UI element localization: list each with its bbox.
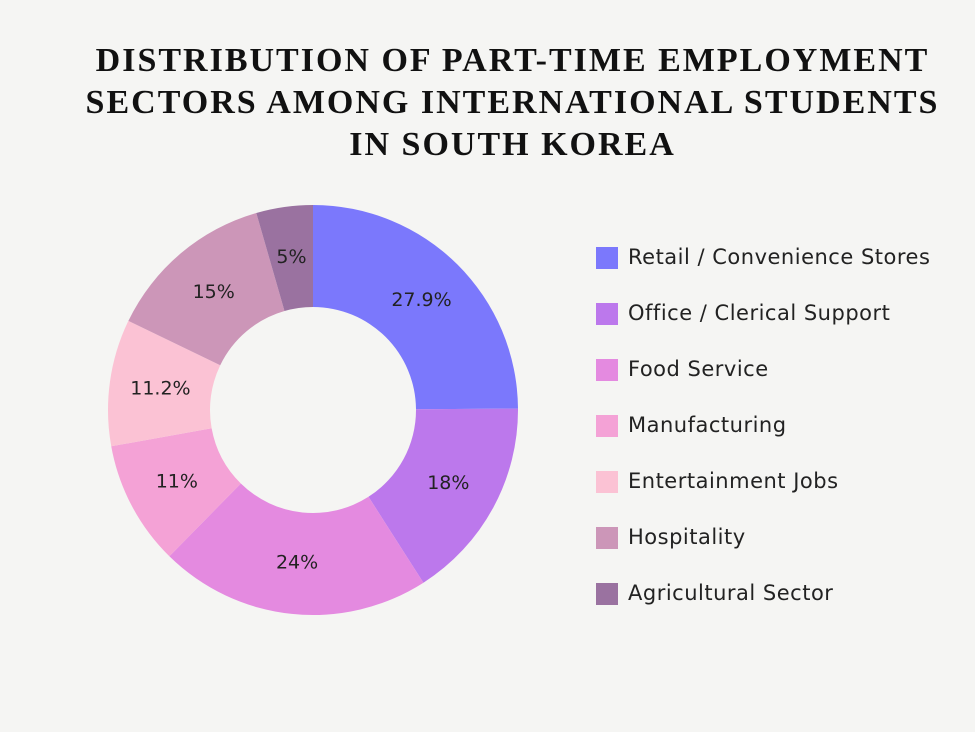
legend-swatch — [596, 303, 618, 325]
legend-label: Agricultural Sector — [628, 581, 833, 605]
value-label: 5% — [276, 246, 306, 268]
legend-swatch — [596, 247, 618, 269]
legend-label: Entertainment Jobs — [628, 469, 839, 493]
legend-swatch — [596, 527, 618, 549]
legend-swatch — [596, 359, 618, 381]
value-label: 11.2% — [130, 378, 190, 400]
legend-label: Retail / Convenience Stores — [628, 245, 930, 269]
legend-label: Manufacturing — [628, 413, 787, 437]
chart-title: DISTRIBUTION OF PART-TIME EMPLOYMENT SEC… — [85, 42, 940, 163]
donut-slice — [111, 428, 241, 557]
donut-slice — [128, 212, 285, 366]
value-label: 15% — [193, 281, 235, 303]
donut-slice — [368, 408, 519, 583]
donut-slice — [107, 320, 221, 447]
value-label: 11% — [156, 470, 198, 492]
legend-label: Hospitality — [628, 525, 746, 549]
donut-slice — [256, 205, 313, 312]
legend-label: Office / Clerical Support — [628, 301, 890, 325]
legend-swatch — [596, 471, 618, 493]
donut-slice — [169, 483, 424, 615]
value-label: 18% — [427, 472, 469, 494]
value-label: 27.9% — [391, 289, 451, 311]
value-label: 24% — [276, 552, 318, 574]
donut-slice — [313, 205, 518, 410]
legend-label: Food Service — [628, 357, 769, 381]
legend-swatch — [596, 415, 618, 437]
legend-swatch — [596, 583, 618, 605]
